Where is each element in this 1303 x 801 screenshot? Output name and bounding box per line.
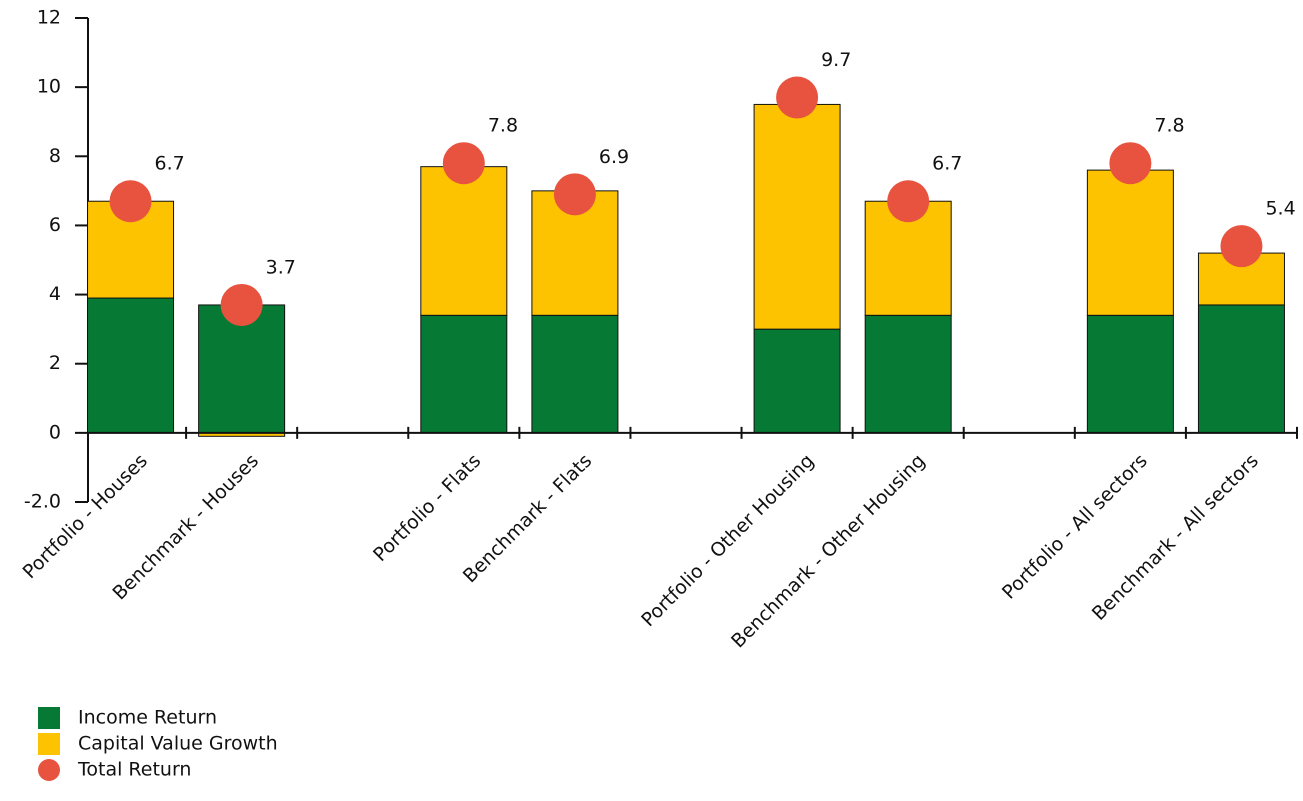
legend-label: Capital Value Growth [78,733,278,755]
x-tick-label: Benchmark - Other Housing [727,450,930,653]
y-tick-label: -2.0 [24,491,61,513]
data-label: 6.7 [155,153,185,175]
y-tick-label: 6 [49,214,61,236]
total-dot [442,142,485,185]
legend-label: Income Return [78,707,217,729]
total-dot [220,283,263,326]
bar-segment [1086,314,1174,434]
bar-segment [87,297,175,434]
bar-segment [531,314,619,434]
bar-segment [1086,169,1174,316]
bar-segment [753,328,841,434]
y-tick-label: 0 [49,421,61,443]
legend-label: Total Return [77,759,191,781]
legend-marker [38,759,60,781]
bar-segment [1197,304,1285,434]
data-label: 6.7 [932,153,962,175]
bar-segment [420,166,508,316]
legend-marker [38,733,60,755]
y-tick-label: 10 [37,76,61,98]
total-dot [1220,225,1263,268]
y-tick-label: 8 [49,145,61,167]
total-dot [553,173,596,216]
legend-marker [38,707,60,729]
data-label: 5.4 [1265,198,1295,220]
y-tick-label: 4 [49,283,61,305]
data-label: 3.7 [266,256,296,278]
total-dot [109,180,152,223]
data-label: 6.9 [599,146,629,168]
x-tick-label: Portfolio - Other Housing [637,450,818,631]
x-tick-label: Portfolio - Houses [19,450,152,583]
data-label: 7.8 [1154,115,1184,137]
total-dot [776,76,819,119]
bar-segment [864,314,952,434]
x-tick-label: Portfolio - Flats [369,450,485,566]
data-label: 9.7 [821,49,851,71]
data-label: 7.8 [488,115,518,137]
total-dot [1109,142,1152,185]
y-tick-label: 12 [37,7,61,29]
y-tick-label: 2 [49,352,61,374]
bar-segment [753,103,841,330]
bar-segment [420,314,508,434]
total-dot [887,180,930,223]
